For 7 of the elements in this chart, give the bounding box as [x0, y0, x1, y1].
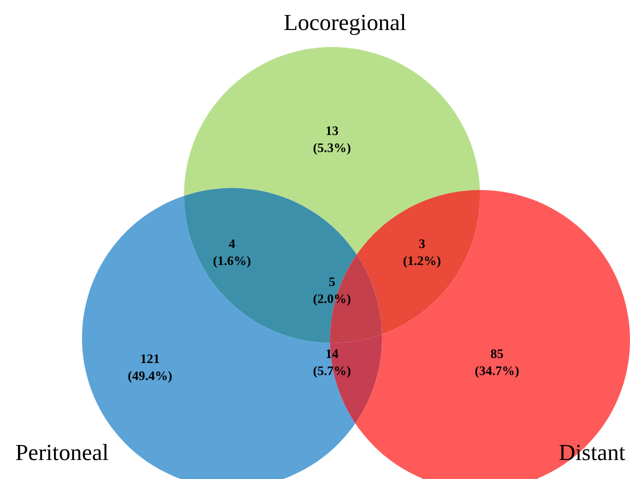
- text: Locoregional: [284, 10, 406, 35]
- data-label: 85 (34.7%): [474, 346, 520, 378]
- data-label: 121 (49.4%): [128, 351, 172, 383]
- data-label: 4 (1.6%): [213, 236, 251, 268]
- data-label: 13 (5.3%): [313, 123, 351, 155]
- data-label: 3 (1.2%): [403, 236, 441, 268]
- text: Peritoneal: [15, 440, 109, 465]
